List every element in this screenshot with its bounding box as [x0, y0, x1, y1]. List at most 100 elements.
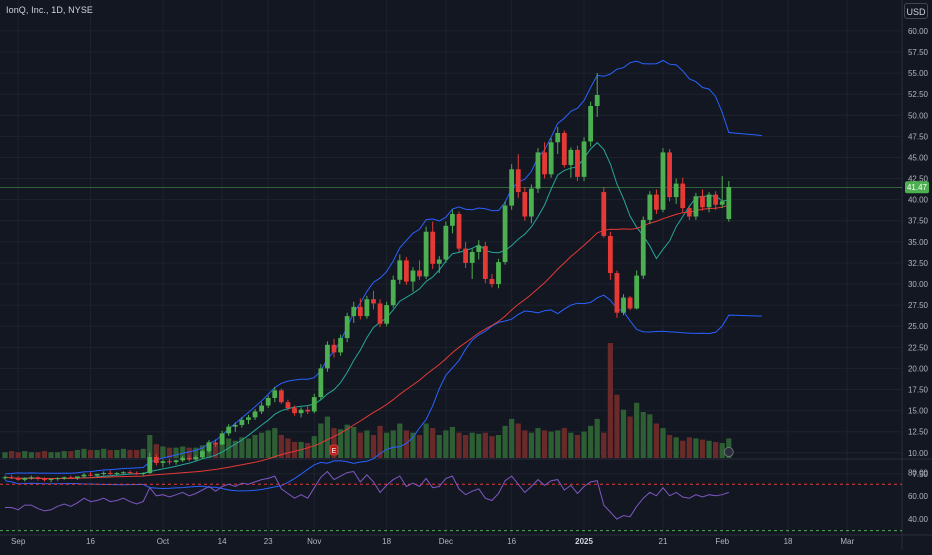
candle-body[interactable]	[548, 142, 554, 175]
candle-body[interactable]	[88, 474, 93, 476]
candle-body[interactable]	[351, 306, 357, 317]
candle-body[interactable]	[55, 478, 61, 480]
candle-body[interactable]	[213, 442, 218, 445]
candle-body[interactable]	[298, 409, 304, 414]
candle-body[interactable]	[430, 231, 436, 264]
candle-body[interactable]	[529, 188, 534, 217]
candle-body[interactable]	[397, 260, 403, 280]
candle-body[interactable]	[2, 477, 8, 479]
candle-body[interactable]	[15, 478, 21, 480]
candle-body[interactable]	[417, 270, 422, 277]
candle-body[interactable]	[305, 409, 311, 412]
candle-body[interactable]	[575, 149, 580, 177]
candle-body[interactable]	[634, 275, 640, 309]
candle-body[interactable]	[561, 132, 567, 166]
candle-body[interactable]	[9, 477, 14, 479]
candle-body[interactable]	[200, 451, 205, 458]
candle-body[interactable]	[338, 338, 343, 353]
candle-body[interactable]	[35, 477, 41, 479]
candle-body[interactable]	[713, 194, 719, 205]
candle-body[interactable]	[588, 105, 594, 142]
candle-body[interactable]	[61, 477, 67, 479]
candle-body[interactable]	[469, 251, 475, 263]
candle-body[interactable]	[719, 201, 725, 205]
candle-body[interactable]	[344, 316, 350, 339]
candle-body[interactable]	[515, 169, 521, 193]
candle-body[interactable]	[331, 344, 337, 353]
candle-body[interactable]	[390, 279, 396, 306]
candle-body[interactable]	[686, 208, 692, 217]
candle-body[interactable]	[285, 402, 291, 409]
candle-body[interactable]	[581, 141, 587, 177]
candle-body[interactable]	[180, 457, 186, 461]
candle-body[interactable]	[278, 390, 284, 403]
candle-body[interactable]	[160, 461, 166, 463]
candle-body[interactable]	[403, 260, 409, 282]
candle-body[interactable]	[81, 474, 87, 477]
candle-body[interactable]	[700, 196, 705, 208]
candle-body[interactable]	[450, 213, 455, 226]
candle-body[interactable]	[594, 95, 600, 106]
candle-body[interactable]	[607, 235, 613, 274]
candle-body[interactable]	[568, 149, 574, 166]
candle-body[interactable]	[535, 152, 541, 189]
candle-body[interactable]	[647, 194, 653, 220]
candle-body[interactable]	[673, 183, 679, 198]
candle-body[interactable]	[482, 246, 488, 279]
candle-body[interactable]	[101, 473, 107, 475]
candle-body[interactable]	[489, 278, 495, 285]
candle-body[interactable]	[147, 457, 153, 474]
candle-body[interactable]	[127, 472, 133, 474]
events-marker-icon[interactable]	[723, 447, 734, 457]
candle-body[interactable]	[68, 477, 74, 479]
candle-body[interactable]	[259, 405, 265, 412]
candle-body[interactable]	[226, 426, 232, 434]
earnings-marker[interactable]	[329, 444, 339, 456]
candle-body[interactable]	[706, 194, 712, 208]
candle-body[interactable]	[28, 477, 34, 479]
candle-body[interactable]	[667, 152, 672, 198]
candle-body[interactable]	[134, 473, 139, 475]
candle-body[interactable]	[660, 152, 666, 210]
candle-body[interactable]	[522, 192, 528, 217]
candle-body[interactable]	[74, 476, 80, 479]
candle-body[interactable]	[614, 273, 620, 313]
candle-body[interactable]	[232, 424, 238, 427]
candle-body[interactable]	[542, 152, 547, 175]
candle-body[interactable]	[48, 478, 54, 480]
candle-body[interactable]	[726, 187, 732, 220]
candle-body[interactable]	[311, 397, 317, 412]
candle-body[interactable]	[272, 390, 278, 398]
candle-body[interactable]	[443, 225, 449, 260]
candle-body[interactable]	[693, 196, 699, 217]
candle-body[interactable]	[292, 408, 297, 414]
candle-body[interactable]	[654, 194, 659, 210]
candle-body[interactable]	[173, 460, 179, 463]
candle-body[interactable]	[167, 461, 172, 463]
candle-body[interactable]	[265, 397, 271, 406]
candle-body[interactable]	[22, 478, 28, 480]
candle-body[interactable]	[463, 248, 468, 263]
candle-body[interactable]	[371, 299, 376, 304]
candle-body[interactable]	[680, 183, 686, 209]
candle-body[interactable]	[509, 169, 515, 206]
candle-body[interactable]	[423, 231, 429, 277]
candle-body[interactable]	[318, 368, 324, 398]
candle-body[interactable]	[325, 344, 330, 369]
candle-body[interactable]	[364, 299, 370, 317]
candle-body[interactable]	[107, 473, 113, 475]
candle-body[interactable]	[140, 473, 146, 475]
candle-body[interactable]	[206, 442, 212, 452]
candle-body[interactable]	[239, 419, 245, 425]
candle-body[interactable]	[94, 473, 100, 476]
candle-body[interactable]	[219, 433, 225, 445]
candle-body[interactable]	[121, 472, 126, 474]
candle-body[interactable]	[384, 305, 390, 324]
candle-body[interactable]	[456, 213, 462, 249]
candle-body[interactable]	[640, 219, 646, 276]
candle-body[interactable]	[436, 259, 442, 264]
candle-body[interactable]	[377, 303, 383, 324]
candle-body[interactable]	[153, 457, 159, 463]
candle-body[interactable]	[252, 411, 258, 418]
